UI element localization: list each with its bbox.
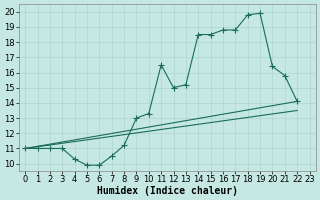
X-axis label: Humidex (Indice chaleur): Humidex (Indice chaleur) bbox=[97, 186, 238, 196]
